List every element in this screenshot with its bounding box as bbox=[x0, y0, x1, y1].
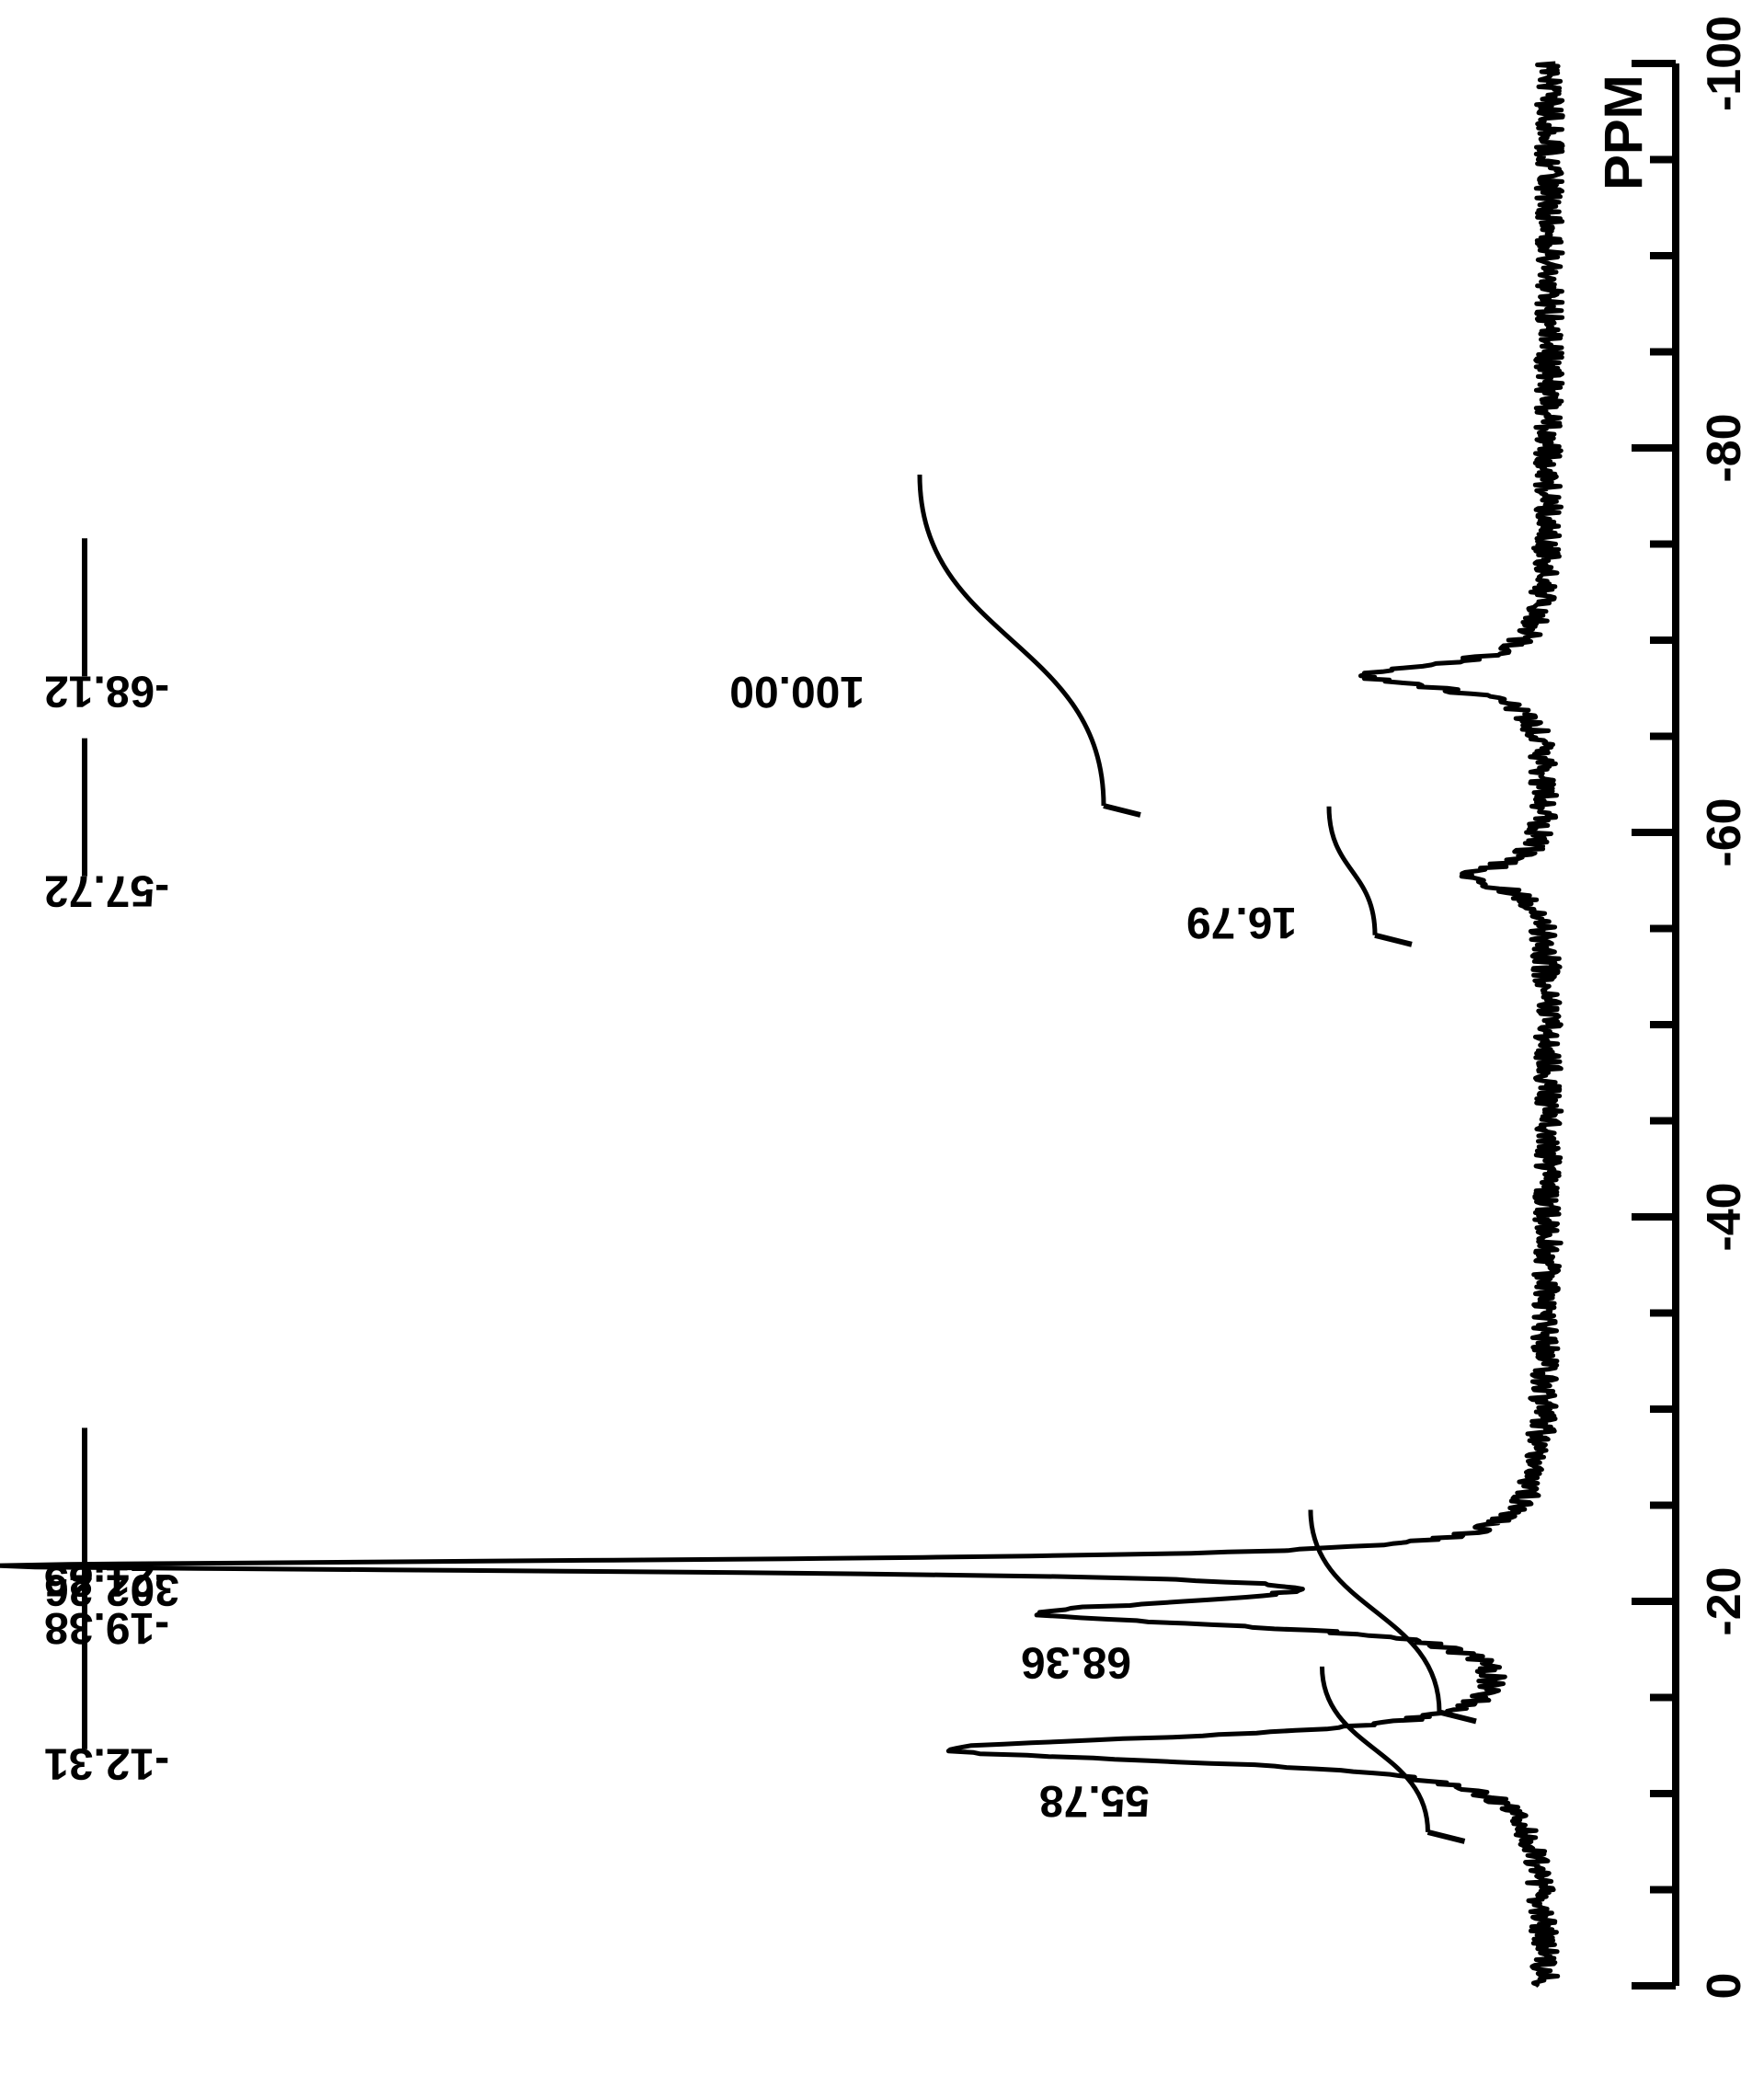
axis-tick-label: 0 bbox=[1698, 1973, 1751, 2000]
axis-title-ppm: PPM bbox=[1594, 75, 1654, 190]
axis-tick-label: -80 bbox=[1698, 413, 1751, 482]
nmr-spectrum-plot: 0 -20 -40 -60 -80 -100 PPM 55.78 68.36 16.79 100… bbox=[0, 0, 1764, 2087]
x-axis: 0 -20 -40 -60 -80 -100 PPM bbox=[1594, 16, 1751, 2000]
integral-value-label: 16.79 bbox=[1186, 898, 1297, 946]
integral-value-label: 68.36 bbox=[1021, 1637, 1131, 1686]
integral-curve bbox=[920, 475, 1104, 806]
peak-ppm-label: -68.12 bbox=[44, 666, 169, 715]
integral-value-label: 55.78 bbox=[1039, 1776, 1150, 1825]
peak-ppm-label: -57.72 bbox=[44, 866, 169, 915]
integral-curve bbox=[1323, 1667, 1428, 1832]
peak-ppm-label: 302.26 bbox=[44, 1565, 179, 1613]
integral-curve bbox=[1329, 807, 1375, 935]
axis-tick-label: -20 bbox=[1698, 1566, 1751, 1635]
axis-tick-label: -60 bbox=[1698, 797, 1751, 866]
peak-markers: -12.31-19.38-21.85302.26-57.72-68.12 bbox=[44, 538, 179, 1787]
axis-tick-label: -40 bbox=[1698, 1182, 1751, 1251]
peak-ppm-label: -12.31 bbox=[44, 1739, 169, 1788]
integral-value-label: 100.00 bbox=[729, 667, 865, 716]
integral-labels: 55.78 68.36 16.79 100.00 bbox=[729, 667, 1297, 1825]
axis-tick-label: -100 bbox=[1698, 16, 1751, 111]
